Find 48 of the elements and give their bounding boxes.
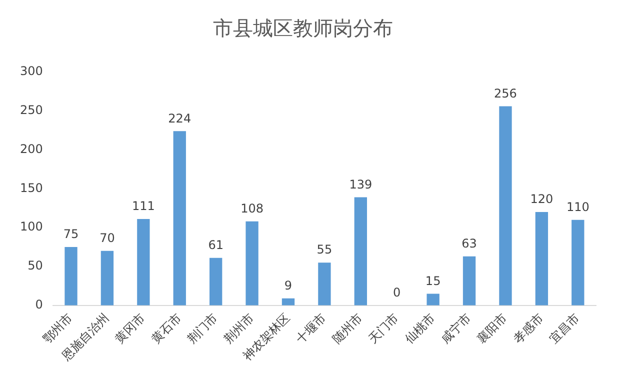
bar xyxy=(137,219,150,306)
chart-title: 市县城区教师岗分布 xyxy=(213,16,393,40)
x-tick-label: 随州市 xyxy=(330,310,365,346)
data-label: 0 xyxy=(393,286,401,300)
bar xyxy=(100,250,114,306)
bar xyxy=(535,212,548,306)
bar xyxy=(354,197,367,306)
bar xyxy=(499,106,512,306)
x-tick-label: 咸宁市 xyxy=(438,310,474,346)
data-label: 120 xyxy=(530,192,554,206)
bar xyxy=(64,247,78,306)
data-label: 75 xyxy=(63,227,79,242)
bar xyxy=(209,258,222,306)
bar xyxy=(572,220,584,306)
y-tick-label: 200 xyxy=(20,142,43,156)
y-tick-label: 100 xyxy=(20,220,43,234)
data-label: 61 xyxy=(208,238,224,252)
data-label: 55 xyxy=(316,242,332,257)
data-label: 110 xyxy=(566,200,590,214)
x-tick-label: 天门市 xyxy=(366,310,402,346)
y-tick-label: 50 xyxy=(28,258,43,273)
bar xyxy=(426,294,440,306)
y-tick-label: 250 xyxy=(20,103,43,118)
data-label: 70 xyxy=(100,231,115,246)
data-label: 108 xyxy=(240,201,264,216)
x-tick-label: 荆门市 xyxy=(184,310,220,346)
y-tick-label: 0 xyxy=(35,298,43,312)
x-tick-label: 宜昌市 xyxy=(546,310,582,346)
bar xyxy=(462,256,476,306)
data-label: 139 xyxy=(349,177,372,192)
bar xyxy=(318,262,331,306)
data-label: 15 xyxy=(425,274,441,288)
data-label: 224 xyxy=(168,111,192,126)
x-tick-label: 襄阳市 xyxy=(474,310,510,346)
data-label: 111 xyxy=(132,199,155,214)
x-tick-label: 黄石市 xyxy=(148,310,184,346)
bar xyxy=(246,221,258,306)
x-tick-label: 仙桃市 xyxy=(402,310,438,346)
x-tick-label: 十堰市 xyxy=(293,310,329,346)
data-label: 256 xyxy=(494,86,517,100)
x-tick-label: 黄冈市 xyxy=(112,310,148,346)
data-label: 63 xyxy=(462,236,477,251)
y-tick-label: 150 xyxy=(20,180,43,195)
x-tick-label: 孝感市 xyxy=(510,310,546,346)
y-tick-label: 300 xyxy=(20,64,43,78)
bar xyxy=(282,298,295,306)
data-label: 9 xyxy=(284,278,292,293)
bar xyxy=(173,131,186,306)
